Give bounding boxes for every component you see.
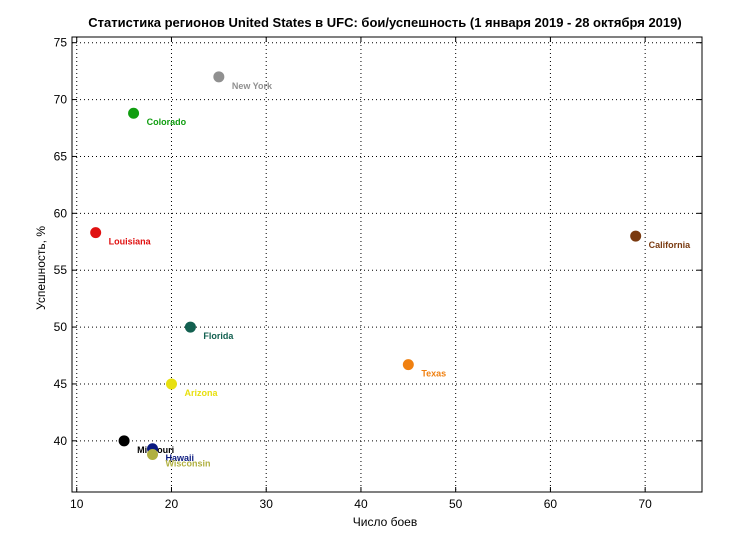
point-label: Florida (203, 331, 234, 341)
point-label: Hawaii (166, 453, 195, 463)
y-tick-label: 60 (54, 206, 68, 220)
ticks: 10 20 30 40 50 60 70 40 45 50 55 60 65 70 75 (54, 36, 702, 511)
x-tick-label: 10 (70, 497, 84, 511)
data-point (128, 107, 140, 119)
data-point (630, 230, 642, 242)
point-label: California (649, 240, 692, 250)
x-tick-label: 50 (449, 497, 463, 511)
data-point (118, 435, 130, 447)
y-tick-label: 70 (54, 93, 68, 107)
x-axis-label: Число боев (353, 515, 417, 529)
point-label: Louisiana (109, 237, 152, 247)
data-point (184, 321, 196, 333)
data-points: New York Colorado Louisiana California Flori… (90, 71, 692, 468)
data-point (213, 71, 225, 83)
data-point (165, 378, 177, 390)
y-tick-label: 50 (54, 320, 68, 334)
point-label: Wisconsin (166, 458, 211, 468)
chart-title: Статистика регионов United States в UFC:… (88, 15, 681, 30)
x-tick-label: 60 (544, 497, 558, 511)
point-label: Arizona (184, 388, 218, 398)
x-tick-label: 70 (638, 497, 652, 511)
plot-frame (71, 36, 703, 493)
y-tick-label: 55 (54, 263, 68, 277)
y-tick-label: 45 (54, 377, 68, 391)
point-label: New York (232, 81, 273, 91)
point-label: Texas (421, 369, 446, 379)
y-tick-label: 40 (54, 434, 68, 448)
x-tick-label: 30 (260, 497, 274, 511)
y-axis-label: Успешность, % (34, 226, 48, 310)
grid (72, 37, 702, 492)
data-point (90, 227, 102, 239)
x-tick-label: 20 (165, 497, 179, 511)
data-point (402, 359, 414, 371)
data-point (147, 448, 159, 460)
point-label: Colorado (147, 117, 187, 127)
y-tick-label: 75 (54, 36, 68, 50)
x-tick-label: 40 (354, 497, 368, 511)
y-tick-label: 65 (54, 149, 68, 163)
